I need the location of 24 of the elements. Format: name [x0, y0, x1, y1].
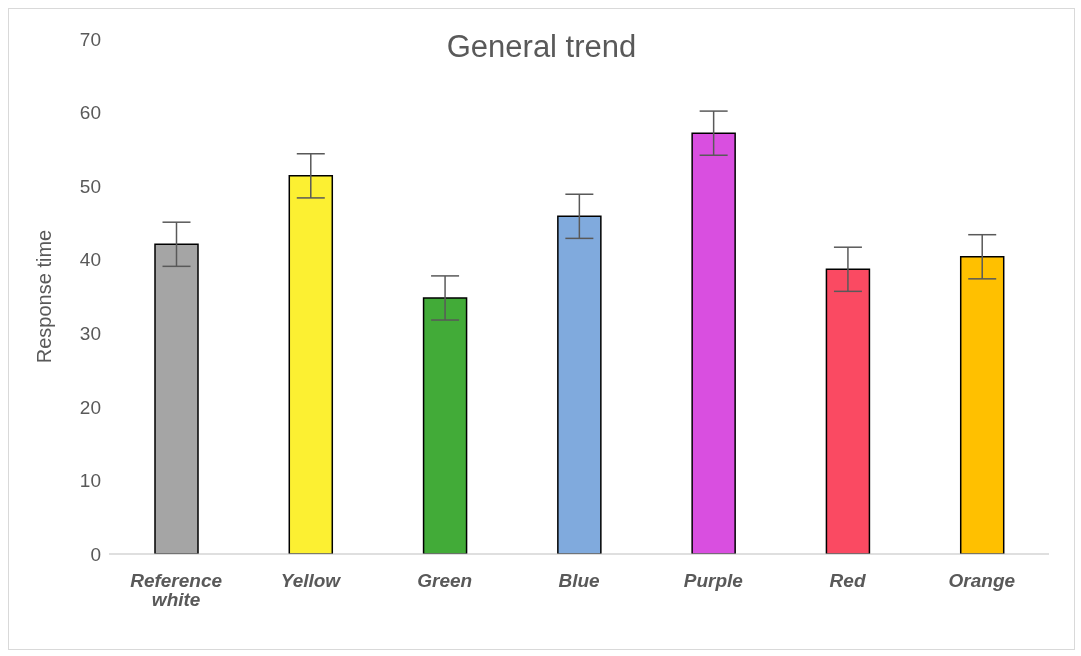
bar: [691, 132, 736, 554]
y-tick-label: 20: [79, 396, 101, 418]
x-tick-label: Blue: [558, 570, 601, 592]
y-tick-label: 0: [90, 543, 101, 565]
x-tick-label: Orange: [948, 570, 1016, 592]
y-tick-label: 50: [79, 175, 101, 197]
x-tick-label: Red: [829, 570, 866, 592]
bar: [825, 268, 871, 554]
x-tick-label: Yellow: [280, 570, 342, 592]
y-tick-label: 30: [79, 323, 101, 345]
x-tick-label: Purple: [683, 570, 744, 592]
y-tick-label: 60: [79, 102, 101, 124]
x-tick-label: Green: [417, 570, 473, 592]
bar: [959, 256, 1005, 554]
bar: [557, 215, 602, 554]
bar: [288, 175, 334, 554]
bar: [154, 243, 199, 554]
chart-title: General trend: [446, 29, 637, 64]
y-axis-title: Response time: [33, 229, 56, 364]
y-tick-label: 70: [79, 28, 101, 50]
y-tick-label: 40: [79, 249, 101, 271]
y-tick-label: 10: [79, 470, 101, 492]
bar: [422, 297, 468, 554]
x-tick-label: Reference white: [130, 570, 223, 611]
